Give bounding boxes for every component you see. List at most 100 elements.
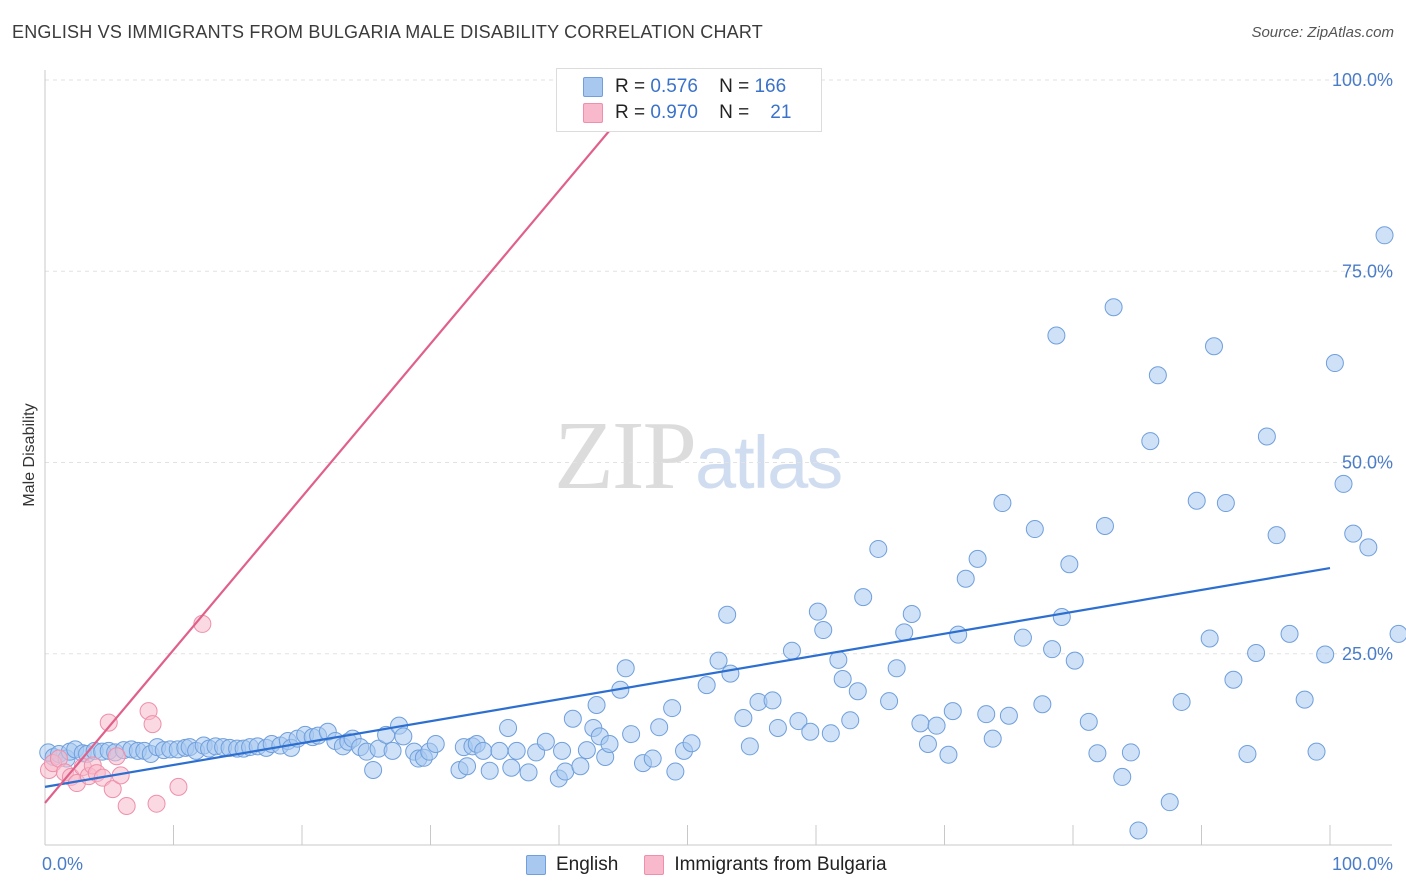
english-point: [1389, 624, 1406, 643]
english-point: [814, 621, 833, 640]
legend-r-value: 0.970: [650, 102, 698, 123]
english-point: [808, 602, 827, 621]
legend-n-value: 21: [770, 102, 792, 123]
english-point: [666, 762, 685, 781]
english-point: [782, 641, 801, 660]
english-point: [577, 741, 596, 760]
legend-n-value: 166: [754, 76, 787, 97]
english-point: [1187, 491, 1206, 510]
english-point: [643, 749, 662, 768]
english-point: [1200, 629, 1219, 648]
english-point: [1325, 354, 1344, 373]
english-point: [880, 692, 899, 711]
english-point: [563, 709, 582, 728]
english-point: [740, 737, 759, 756]
english-point: [848, 682, 867, 701]
english-point: [709, 651, 728, 670]
legend-row-bulgaria: R = 0.970 N = 21: [583, 101, 791, 125]
bulgaria-point: [143, 715, 162, 734]
english-point: [939, 745, 958, 764]
watermark: ZIPatlas: [554, 398, 843, 512]
english-point: [821, 724, 840, 743]
legend-label-english: English: [556, 854, 619, 875]
tick-labels: 25.0% 50.0% 75.0% 100.0% 0.0% 100.0%: [42, 70, 1393, 874]
english-point: [993, 494, 1012, 513]
english-point: [587, 696, 606, 715]
english-point: [553, 741, 572, 760]
english-point: [1052, 608, 1071, 627]
english-point: [490, 741, 509, 760]
english-point: [1280, 624, 1299, 643]
legend-item-bulgaria[interactable]: Immigrants from Bulgaria: [644, 854, 887, 876]
legend-swatch-english: [583, 77, 603, 97]
english-point: [571, 757, 590, 776]
y-tick-label: 50.0%: [1342, 453, 1393, 473]
english-point: [519, 763, 538, 782]
english-point: [458, 757, 477, 776]
english-point: [600, 735, 619, 754]
english-point: [1047, 326, 1066, 345]
english-point: [1295, 690, 1314, 709]
english-point: [1033, 695, 1052, 714]
english-point: [999, 706, 1018, 725]
english-point: [977, 705, 996, 724]
english-point: [927, 716, 946, 735]
english-point: [1224, 670, 1243, 689]
trend-lines: [44, 78, 1331, 804]
english-point: [616, 659, 635, 678]
english-point: [1025, 520, 1044, 539]
english-point: [829, 650, 848, 669]
english-point: [956, 569, 975, 588]
english-point: [949, 625, 968, 644]
english-point: [1334, 474, 1353, 493]
english-point: [1247, 643, 1266, 662]
english-point: [1172, 692, 1191, 711]
english-point: [1238, 744, 1257, 763]
correlation-legend: R = 0.576 N = 166 R = 0.970 N = 21: [556, 68, 822, 132]
english-point: [801, 722, 820, 741]
bulgaria-trend-line: [44, 78, 654, 804]
english-point: [383, 741, 402, 760]
english-point: [1375, 226, 1394, 245]
series-legend: English Immigrants from Bulgaria: [526, 852, 913, 878]
english-point: [682, 734, 701, 753]
english-point: [768, 718, 787, 737]
chart-source: Source: ZipAtlas.com: [1251, 24, 1394, 41]
english-point: [1095, 516, 1114, 535]
legend-r-label: R =: [615, 76, 646, 97]
english-point: [841, 711, 860, 730]
legend-row-english: R = 0.576 N = 166: [583, 75, 786, 99]
english-point: [1359, 538, 1378, 557]
english-point: [364, 761, 383, 780]
watermark-zip: ZIP: [554, 402, 697, 510]
english-point: [1216, 494, 1235, 513]
y-tick-label: 75.0%: [1342, 261, 1393, 281]
english-trend-line: [44, 566, 1331, 788]
english-point: [1316, 645, 1335, 664]
bulgaria-point: [169, 777, 188, 796]
english-point: [943, 702, 962, 721]
english-point: [502, 758, 521, 777]
english-point: [499, 718, 518, 737]
legend-swatch-bulgaria: [644, 855, 665, 875]
legend-item-english[interactable]: English: [526, 854, 618, 876]
english-point: [474, 741, 493, 760]
english-point: [1204, 337, 1223, 356]
english-point: [918, 735, 937, 754]
english-point: [721, 664, 740, 683]
english-point: [394, 727, 413, 746]
y-axis-label: Male Disability: [21, 403, 38, 506]
english-point: [718, 605, 737, 624]
english-point: [426, 735, 445, 754]
legend-label-bulgaria: Immigrants from Bulgaria: [674, 854, 887, 875]
english-point: [833, 669, 852, 688]
english-point: [763, 691, 782, 710]
x-tick-label: 100.0%: [1332, 854, 1393, 874]
legend-n-label: N =: [719, 102, 750, 123]
bulgaria-point: [117, 796, 136, 815]
legend-swatch-bulgaria: [583, 103, 603, 123]
english-point: [1065, 651, 1084, 670]
english-point: [968, 549, 987, 568]
english-point: [1079, 712, 1098, 731]
